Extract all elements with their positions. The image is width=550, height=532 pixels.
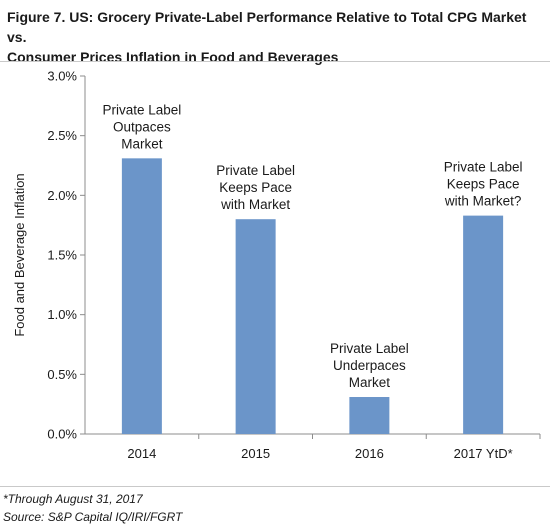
x-tick-label: 2017 YtD* — [454, 446, 513, 461]
bar — [121, 158, 162, 434]
title-divider — [0, 61, 550, 62]
chart-title: Figure 7. US: Grocery Private-Label Perf… — [7, 7, 543, 67]
bar-annotation-line: Market — [121, 136, 163, 151]
x-tick-label: 2015 — [241, 446, 270, 461]
bar-annotation-line: Market — [349, 375, 391, 390]
y-tick-label: 1.5% — [47, 248, 77, 263]
y-tick-label: 3.0% — [47, 69, 77, 84]
y-tick-label: 2.5% — [47, 128, 77, 143]
bar-annotation-line: with Market — [220, 197, 290, 212]
bar-annotation-line: with Market? — [444, 194, 522, 209]
bar — [463, 215, 504, 434]
bar-annotation-line: Private Label — [216, 163, 295, 178]
y-tick-label: 0.0% — [47, 427, 77, 442]
source-note: Source: S&P Capital IQ/IRI/FGRT — [3, 510, 183, 524]
y-tick-label: 1.0% — [47, 307, 77, 322]
y-axis-title: Food and Beverage Inflation — [12, 173, 27, 336]
bar — [235, 219, 276, 434]
bar-annotation-line: Keeps Pace — [219, 180, 292, 195]
x-tick-label: 2016 — [355, 446, 384, 461]
bar-annotation-line: Private Label — [444, 160, 523, 175]
footer-divider — [0, 486, 550, 487]
chart-title-line-1: Figure 7. US: Grocery Private-Label Perf… — [7, 9, 527, 45]
bar-annotation-line: Keeps Pace — [447, 177, 520, 192]
y-tick-label: 0.5% — [47, 367, 77, 382]
y-tick-label: 2.0% — [47, 188, 77, 203]
footnote: *Through August 31, 2017 — [3, 492, 143, 506]
x-tick-label: 2014 — [127, 446, 156, 461]
bar-chart: 0.0% 0.5% 1.0% 1.5% 2.0% 2.5% 3.0% Food and Bev… — [12, 69, 541, 461]
bar-annotation-line: Private Label — [330, 341, 409, 356]
bar-annotation-line: Outpaces — [113, 119, 171, 134]
bar-annotation-line: Private Label — [102, 102, 181, 117]
bar-annotation-line: Underpaces — [333, 358, 406, 373]
bar — [349, 397, 390, 434]
